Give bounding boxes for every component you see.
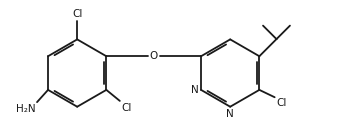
Text: O: O xyxy=(150,51,158,61)
Text: Cl: Cl xyxy=(121,103,131,113)
Text: Cl: Cl xyxy=(72,9,82,19)
Text: N: N xyxy=(226,109,234,119)
Text: Cl: Cl xyxy=(276,98,286,108)
Text: H₂N: H₂N xyxy=(16,104,35,114)
Text: N: N xyxy=(191,85,199,95)
